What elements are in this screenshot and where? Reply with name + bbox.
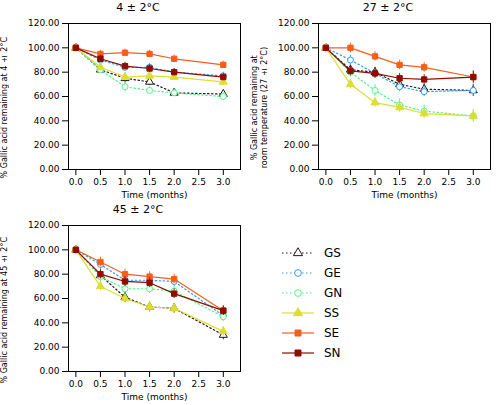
svg-text:120.00: 120.00 bbox=[28, 18, 60, 28]
svg-text:80.00: 80.00 bbox=[284, 67, 310, 77]
svg-text:40.00: 40.00 bbox=[34, 116, 60, 126]
svg-text:1.5: 1.5 bbox=[142, 379, 156, 389]
html-text:GN: GN bbox=[324, 286, 343, 300]
svg-text:Time (months): Time (months) bbox=[121, 392, 188, 402]
html-text:% Gallic acid remaining at 45: % Gallic acid remaining at 45 ± 2°C bbox=[0, 236, 9, 384]
html-text:GS: GS bbox=[324, 246, 341, 260]
svg-text:20.00: 20.00 bbox=[34, 140, 60, 150]
svg-text:80.00: 80.00 bbox=[34, 67, 60, 77]
svg-text:60.00: 60.00 bbox=[284, 91, 310, 101]
svg-text:120.00: 120.00 bbox=[28, 220, 60, 230]
svg-text:40.00: 40.00 bbox=[284, 116, 310, 126]
svg-text:0.5: 0.5 bbox=[343, 177, 357, 187]
svg-text:60.00: 60.00 bbox=[34, 91, 60, 101]
html-text:SS: SS bbox=[324, 306, 340, 320]
svg-text:0.00: 0.00 bbox=[39, 366, 59, 376]
svg-text:Time (months): Time (months) bbox=[121, 190, 188, 200]
svg-text:2.5: 2.5 bbox=[192, 177, 206, 187]
svg-text:2.5: 2.5 bbox=[192, 379, 206, 389]
html-text:45 ± 2°C: 45 ± 2°C bbox=[112, 203, 164, 216]
html-text:SE: SE bbox=[324, 326, 340, 340]
svg-text:100.00: 100.00 bbox=[28, 43, 60, 53]
svg-text:Time (months): Time (months) bbox=[371, 190, 438, 200]
svg-text:100.00: 100.00 bbox=[278, 43, 310, 53]
svg-text:40.00: 40.00 bbox=[34, 318, 60, 328]
svg-text:2.0: 2.0 bbox=[167, 379, 182, 389]
html-text:% Gallic acid remaining at roo: % Gallic acid remaining at room temperat… bbox=[250, 47, 269, 169]
svg-text:0.00: 0.00 bbox=[39, 164, 59, 174]
svg-text:60.00: 60.00 bbox=[34, 293, 60, 303]
svg-text:1.5: 1.5 bbox=[392, 177, 406, 187]
html-text:SN: SN bbox=[324, 346, 341, 360]
svg-text:2.5: 2.5 bbox=[442, 177, 456, 187]
svg-text:3.0: 3.0 bbox=[216, 177, 231, 187]
svg-text:1.0: 1.0 bbox=[118, 177, 133, 187]
svg-text:20.00: 20.00 bbox=[284, 140, 310, 150]
svg-text:2.0: 2.0 bbox=[417, 177, 432, 187]
svg-text:1.0: 1.0 bbox=[368, 177, 383, 187]
html-text:27 ± 2°C: 27 ± 2°C bbox=[362, 1, 414, 14]
svg-text:0.0: 0.0 bbox=[69, 379, 84, 389]
svg-text:0.5: 0.5 bbox=[93, 379, 107, 389]
svg-text:20.00: 20.00 bbox=[34, 342, 60, 352]
svg-text:3.0: 3.0 bbox=[216, 379, 231, 389]
svg-text:0.0: 0.0 bbox=[69, 177, 84, 187]
svg-text:80.00: 80.00 bbox=[34, 269, 60, 279]
svg-text:3.0: 3.0 bbox=[466, 177, 481, 187]
svg-text:2.0: 2.0 bbox=[167, 177, 182, 187]
svg-text:0.0: 0.0 bbox=[319, 177, 334, 187]
html-text:GE: GE bbox=[324, 266, 341, 280]
html-text:% Gallic acid remaining at 4 ±: % Gallic acid remaining at 4 ± 2°C bbox=[0, 37, 9, 179]
svg-text:100.00: 100.00 bbox=[28, 245, 60, 255]
svg-text:0.5: 0.5 bbox=[93, 177, 107, 187]
html-text:4 ± 2°C: 4 ± 2°C bbox=[116, 1, 160, 14]
svg-text:0.00: 0.00 bbox=[289, 164, 309, 174]
svg-text:1.0: 1.0 bbox=[118, 379, 133, 389]
svg-text:1.5: 1.5 bbox=[142, 177, 156, 187]
svg-text:120.00: 120.00 bbox=[278, 18, 310, 28]
